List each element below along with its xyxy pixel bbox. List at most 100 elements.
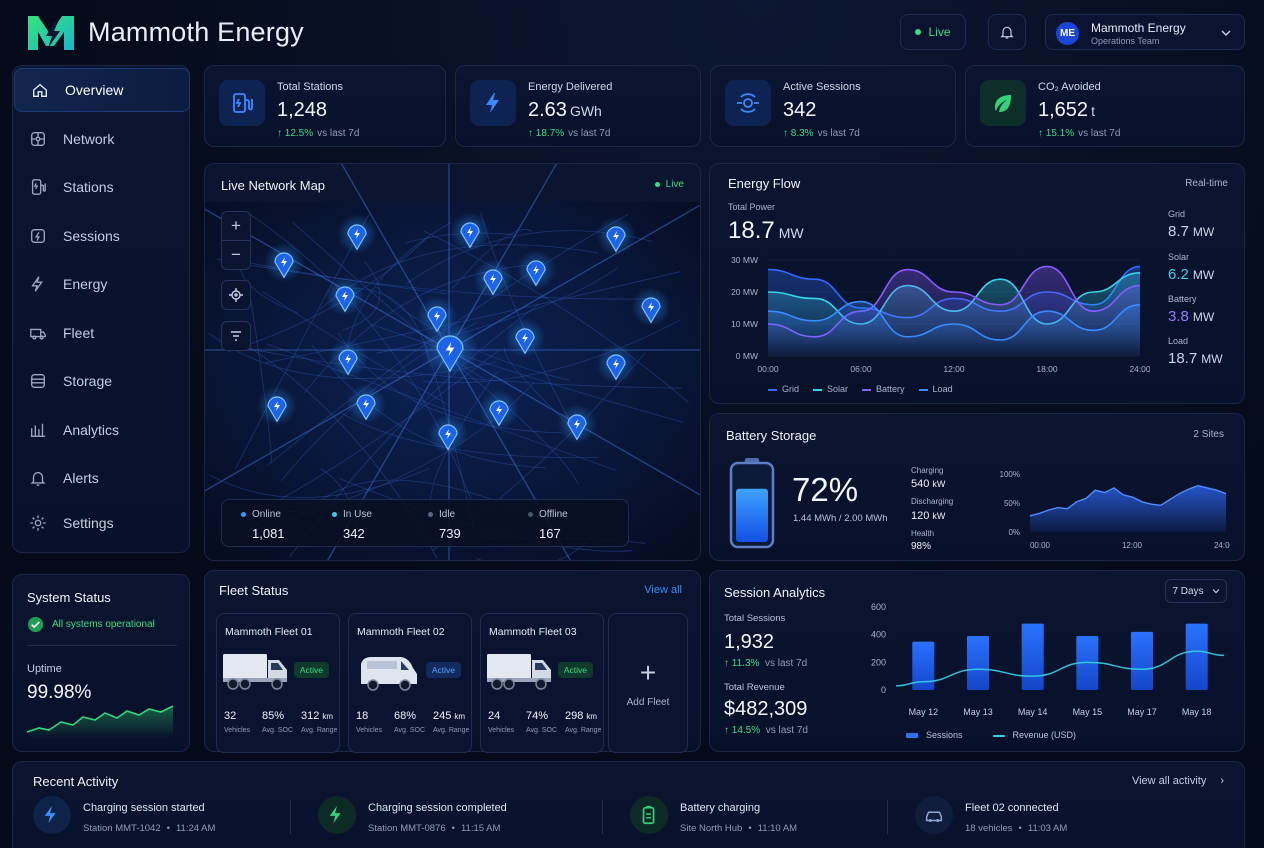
period-select[interactable]: 7 Days bbox=[1165, 579, 1227, 603]
x-tick-label: 24:00 bbox=[1214, 541, 1230, 550]
map-pin-icon bbox=[325, 276, 365, 316]
side-stat-load: Load 18.7 MW bbox=[1168, 336, 1223, 367]
sidebar-item-network[interactable]: Network bbox=[13, 117, 191, 161]
legend-item[interactable]: Solar bbox=[813, 384, 848, 394]
legend-item[interactable]: Revenue (USD) bbox=[992, 730, 1076, 740]
chevron-down-icon bbox=[1212, 589, 1219, 594]
legend-item[interactable]: Sessions bbox=[906, 730, 963, 740]
fleet-status-card: Fleet Status View all Mammoth Fleet 01 A… bbox=[204, 570, 701, 753]
system-status-text: All systems operational bbox=[52, 619, 155, 630]
sidebar-item-label: Storage bbox=[63, 373, 113, 389]
fleet-view-all-link[interactable]: View all bbox=[644, 584, 682, 596]
map-pin-icon bbox=[428, 414, 468, 454]
legend-item[interactable]: Grid bbox=[768, 384, 799, 394]
activity-title: Charging session started bbox=[83, 802, 205, 814]
user-menu[interactable]: ME Mammoth Energy Operations Team bbox=[1045, 14, 1245, 50]
sidebar-item-fleet[interactable]: Fleet bbox=[13, 311, 191, 355]
activity-time: 11:03 AM bbox=[1027, 823, 1068, 834]
total-power-number: 18.7 bbox=[728, 217, 775, 244]
side-stat-unit: MW bbox=[1201, 352, 1223, 366]
sidebar-item-label: Overview bbox=[65, 82, 124, 98]
view-all-activity-link[interactable]: View all activity › bbox=[1132, 775, 1224, 787]
sidebar-item-storage[interactable]: Storage bbox=[13, 359, 191, 403]
uptime-label: Uptime bbox=[27, 663, 62, 675]
locate-button[interactable] bbox=[221, 280, 251, 310]
legend-item[interactable]: Load bbox=[918, 384, 953, 394]
add-fleet-button[interactable]: + Add Fleet bbox=[608, 613, 688, 753]
storage-icon bbox=[29, 372, 47, 390]
kpi-unit: GWh bbox=[569, 103, 602, 119]
y-tick-label: 20 MW bbox=[731, 287, 758, 297]
zoom-out-button[interactable]: − bbox=[221, 240, 251, 270]
map-legend: Online 1,081 In Use 342 Idle 739 Offline 167 bbox=[221, 499, 629, 547]
sidebar-item-stations[interactable]: Stations bbox=[13, 165, 191, 209]
view-all-activity-label: View all activity bbox=[1131, 775, 1207, 787]
sidebar-item-alerts[interactable]: Alerts bbox=[13, 456, 191, 500]
fleet-vehicles-label: Vehicles bbox=[224, 727, 251, 734]
series-area-load bbox=[768, 301, 1140, 356]
map-live-label: Live bbox=[665, 179, 684, 190]
bell-icon bbox=[1000, 26, 1014, 39]
fleet-vehicles-label: Vehicles bbox=[488, 727, 515, 734]
kpi-period: vs last 7d bbox=[568, 128, 611, 139]
sidebar-item-settings[interactable]: Settings bbox=[13, 501, 191, 545]
kpi-energy-delivered[interactable]: Energy Delivered 2.63 GWh ↑ 18.7% vs last … bbox=[455, 65, 701, 147]
kpi-number: 1,248 bbox=[277, 99, 328, 121]
battery-area bbox=[1030, 485, 1226, 532]
side-stat-value: 18.7 MW bbox=[1168, 350, 1223, 367]
fleet-card[interactable]: Mammoth Fleet 02 Active 18 Vehicles 68% Av… bbox=[348, 613, 472, 753]
y-tick-label: 0 bbox=[881, 685, 886, 695]
kpi-number: 342 bbox=[783, 99, 817, 121]
kpi-label: Total Stations bbox=[277, 81, 344, 93]
fleet-range-value: 298 bbox=[565, 710, 584, 722]
kpi-value: 342 bbox=[783, 99, 816, 122]
kpi-period: vs last 7d bbox=[817, 128, 860, 139]
charging-unit: kW bbox=[932, 479, 946, 489]
battery-percent: 72% bbox=[792, 471, 859, 508]
bolt-icon bbox=[33, 796, 71, 834]
activity-title: Battery charging bbox=[680, 802, 761, 814]
notifications-button[interactable] bbox=[988, 14, 1026, 50]
legend-value: 342 bbox=[343, 526, 365, 541]
filter-button[interactable] bbox=[221, 321, 251, 351]
fleet-soc: 74% Avg. SOC bbox=[526, 710, 557, 734]
sidebar-item-label: Stations bbox=[63, 179, 114, 195]
map-title: Live Network Map bbox=[221, 178, 326, 193]
bolt-icon bbox=[318, 796, 356, 834]
kpi-active-sessions[interactable]: Active Sessions 342 ↑ 8.3% vs last 7d bbox=[710, 65, 956, 147]
sidebar-item-overview[interactable]: Overview bbox=[14, 68, 190, 112]
fleet-range-label: Avg. Range bbox=[301, 727, 338, 734]
session-analytics-card: Session Analytics 7 Days Total Sessions … bbox=[709, 570, 1245, 752]
legend-value: 167 bbox=[539, 526, 561, 541]
uptime-sparkline bbox=[26, 705, 174, 738]
kpi-co2-avoided[interactable]: CO₂ Avoided 1,652 t ↑ 15.1% vs last 7d bbox=[965, 65, 1245, 147]
sessions-period: vs last 7d bbox=[764, 658, 808, 669]
activity-item[interactable]: Battery charging Site North Hub • 11:10 AM bbox=[630, 790, 890, 840]
fleet-card[interactable]: Mammoth Fleet 01 Active 32 Vehicles 85% Av… bbox=[216, 613, 340, 753]
sidebar-item-analytics[interactable]: Analytics bbox=[13, 408, 191, 452]
recent-activity-card: Recent Activity View all activity › Charg… bbox=[12, 761, 1245, 848]
zoom-in-button[interactable]: + bbox=[221, 211, 251, 241]
y-tick-label: 600 bbox=[871, 602, 886, 612]
activity-item[interactable]: Fleet 02 connected 18 vehicles • 11:03 AM bbox=[915, 790, 1175, 840]
x-tick-label: May 13 bbox=[963, 707, 993, 717]
station-pins bbox=[257, 212, 671, 454]
sidebar-item-sessions[interactable]: Sessions bbox=[13, 214, 191, 258]
kpi-delta-value: 8.3% bbox=[790, 128, 814, 139]
map-pin-icon bbox=[631, 287, 671, 327]
side-stat-battery: Battery 3.8 MW bbox=[1168, 294, 1214, 325]
kpi-total-stations[interactable]: Total Stations 1,248 ↑ 12.5% vs last 7d bbox=[204, 65, 446, 147]
live-indicator[interactable]: Live bbox=[900, 14, 966, 50]
legend-swatch bbox=[813, 388, 823, 391]
activity-item[interactable]: Charging session completed Station MMT-0… bbox=[318, 790, 578, 840]
map-pin-icon bbox=[328, 339, 368, 379]
legend-item[interactable]: Battery bbox=[862, 384, 905, 394]
total-sessions-value: 1,932 bbox=[724, 631, 775, 653]
activity-item[interactable]: Charging session started Station MMT-104… bbox=[33, 790, 293, 840]
chevron-right-icon: › bbox=[1220, 775, 1224, 787]
fleet-card[interactable]: Mammoth Fleet 03 Active 24 Vehicles 74% Av… bbox=[480, 613, 604, 753]
sidebar-item-energy[interactable]: Energy bbox=[13, 262, 191, 306]
activity-source: Site North Hub bbox=[680, 823, 743, 834]
map-pin-icon bbox=[346, 384, 386, 424]
battery-chart: 0% 50% 100% 00:00 12:00 24:00 bbox=[1000, 470, 1230, 550]
